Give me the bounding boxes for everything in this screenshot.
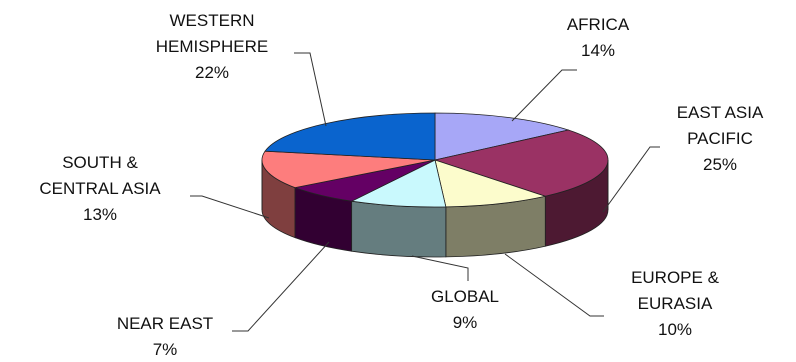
leader-line-3: [411, 255, 469, 281]
pie-slice-3: [350, 159, 447, 208]
slice-name-label: GLOBAL: [431, 287, 499, 306]
pie-slice-5: [261, 150, 436, 189]
slice-name-label: WESTERN: [170, 11, 255, 30]
leader-line-5: [190, 195, 270, 219]
slice-name-label: PACIFIC: [687, 129, 753, 148]
slice-value-label: 13%: [83, 205, 117, 224]
slice-value-label: 22%: [195, 63, 229, 82]
pie-slice-0: [434, 112, 570, 161]
leader-line-6: [294, 52, 327, 127]
slice-value-label: 10%: [658, 320, 692, 339]
slice-label-3: GLOBAL 9%: [431, 287, 499, 332]
slice-label-5: SOUTH & CENTRAL ASIA 13%: [39, 153, 161, 224]
slice-label-4: NEAR EAST 7%: [117, 314, 213, 359]
pie-sides: [261, 159, 609, 258]
slice-value-label: 25%: [703, 155, 737, 174]
slice-name-label: EURASIA: [638, 294, 713, 313]
slice-value-label: 14%: [581, 41, 615, 60]
pie-slice-1: [433, 129, 609, 197]
slice-name-label: SOUTH &: [62, 153, 138, 172]
slice-name-label: AFRICA: [567, 15, 630, 34]
slice-name-label: EUROPE &: [631, 268, 720, 287]
slice-value-label: 9%: [453, 313, 478, 332]
slice-name-label: EAST ASIA: [677, 103, 764, 122]
pie-side-3: [351, 200, 447, 258]
slice-label-2: EUROPE & EURASIA 10%: [631, 268, 720, 339]
slice-label-6: WESTERN HEMISPHERE 22%: [156, 11, 268, 82]
label-leader-lines: [190, 52, 660, 332]
leader-line-0: [511, 69, 577, 122]
leader-line-2: [504, 253, 604, 317]
slice-name-label: HEMISPHERE: [156, 37, 268, 56]
slice-value-label: 7%: [153, 340, 178, 359]
slice-name-label: NEAR EAST: [117, 314, 213, 333]
pie-tops: [261, 112, 609, 208]
pie-slice-2: [434, 159, 547, 208]
slice-label-0: AFRICA 14%: [567, 15, 630, 60]
slice-labels: AFRICA 14% EAST ASIA PACIFIC 25% EUROPE & EURA…: [39, 11, 764, 359]
pie-slice-6: [264, 112, 436, 161]
slice-label-1: EAST ASIA PACIFIC 25%: [677, 103, 764, 174]
leader-line-1: [602, 146, 660, 213]
slice-name-label: CENTRAL ASIA: [39, 179, 161, 198]
leader-line-4: [232, 241, 330, 332]
